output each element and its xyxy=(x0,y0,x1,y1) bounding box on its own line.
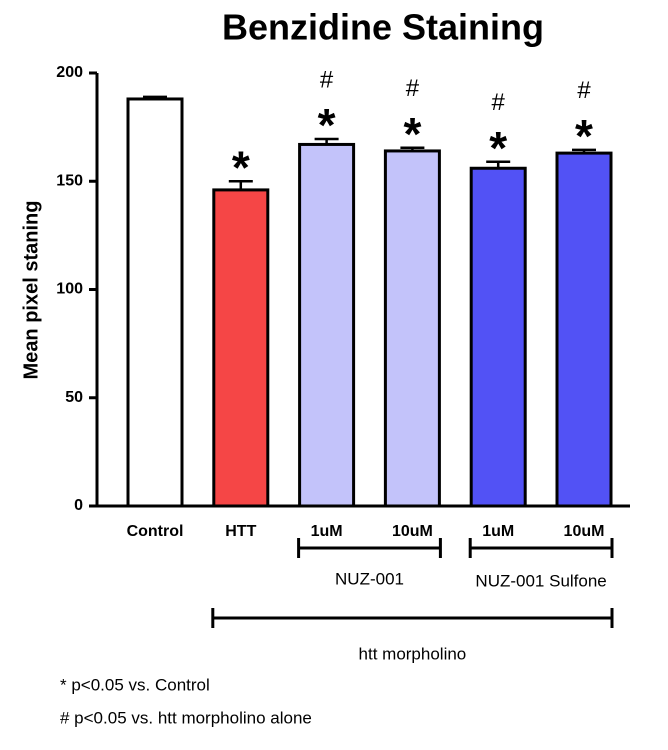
x-tick-label: 1uM xyxy=(482,523,514,540)
group-label: NUZ-001 xyxy=(335,569,404,588)
bar xyxy=(383,149,441,508)
significance-star: * xyxy=(232,141,250,193)
y-tick-label: 100 xyxy=(56,281,83,298)
significance-star: * xyxy=(489,122,507,174)
x-tick-label: 1uM xyxy=(311,523,343,540)
bar xyxy=(469,166,527,508)
chart-title: Benzidine Staining xyxy=(222,7,544,48)
y-tick-label: 50 xyxy=(65,389,83,406)
x-tick-label: HTT xyxy=(225,523,256,540)
group-label: htt morpholino xyxy=(359,644,467,663)
x-tick-label: Control xyxy=(127,523,184,540)
y-tick-label: 0 xyxy=(74,497,83,514)
y-axis-label: Mean pixel staning xyxy=(20,201,42,380)
bar xyxy=(126,97,184,508)
group-label: NUZ-001 Sulfone xyxy=(475,571,606,590)
significance-hash: # xyxy=(492,89,506,116)
bar xyxy=(212,188,270,508)
y-tick-label: 200 xyxy=(56,64,83,81)
bar xyxy=(298,142,356,508)
significance-hash: # xyxy=(406,75,420,102)
x-tick-label: 10uM xyxy=(392,523,433,540)
significance-hash: # xyxy=(320,66,334,93)
bar xyxy=(555,151,613,508)
footnote: # p<0.05 vs. htt morpholino alone xyxy=(60,708,312,727)
significance-star: * xyxy=(575,110,593,162)
y-tick-label: 150 xyxy=(56,172,83,189)
significance-hash: # xyxy=(577,77,591,104)
significance-star: * xyxy=(318,99,336,151)
x-tick-label: 10uM xyxy=(564,523,605,540)
footnote: * p<0.05 vs. Control xyxy=(60,675,210,694)
significance-star: * xyxy=(403,108,421,160)
